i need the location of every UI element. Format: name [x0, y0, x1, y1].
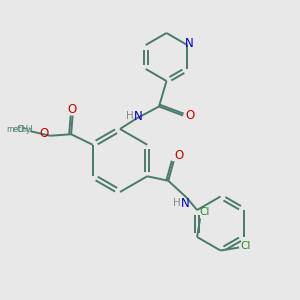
- Text: O: O: [175, 149, 184, 162]
- Text: N: N: [180, 197, 189, 210]
- Text: N: N: [184, 37, 193, 50]
- Text: H: H: [126, 111, 134, 121]
- Text: H: H: [173, 198, 181, 208]
- Text: O: O: [39, 127, 48, 140]
- Text: Cl: Cl: [200, 207, 210, 218]
- Text: methyl: methyl: [7, 125, 34, 134]
- Text: N: N: [134, 110, 143, 123]
- Text: CH₃: CH₃: [16, 125, 32, 134]
- Text: O: O: [68, 103, 76, 116]
- Text: O: O: [185, 109, 194, 122]
- Text: Cl: Cl: [241, 241, 251, 251]
